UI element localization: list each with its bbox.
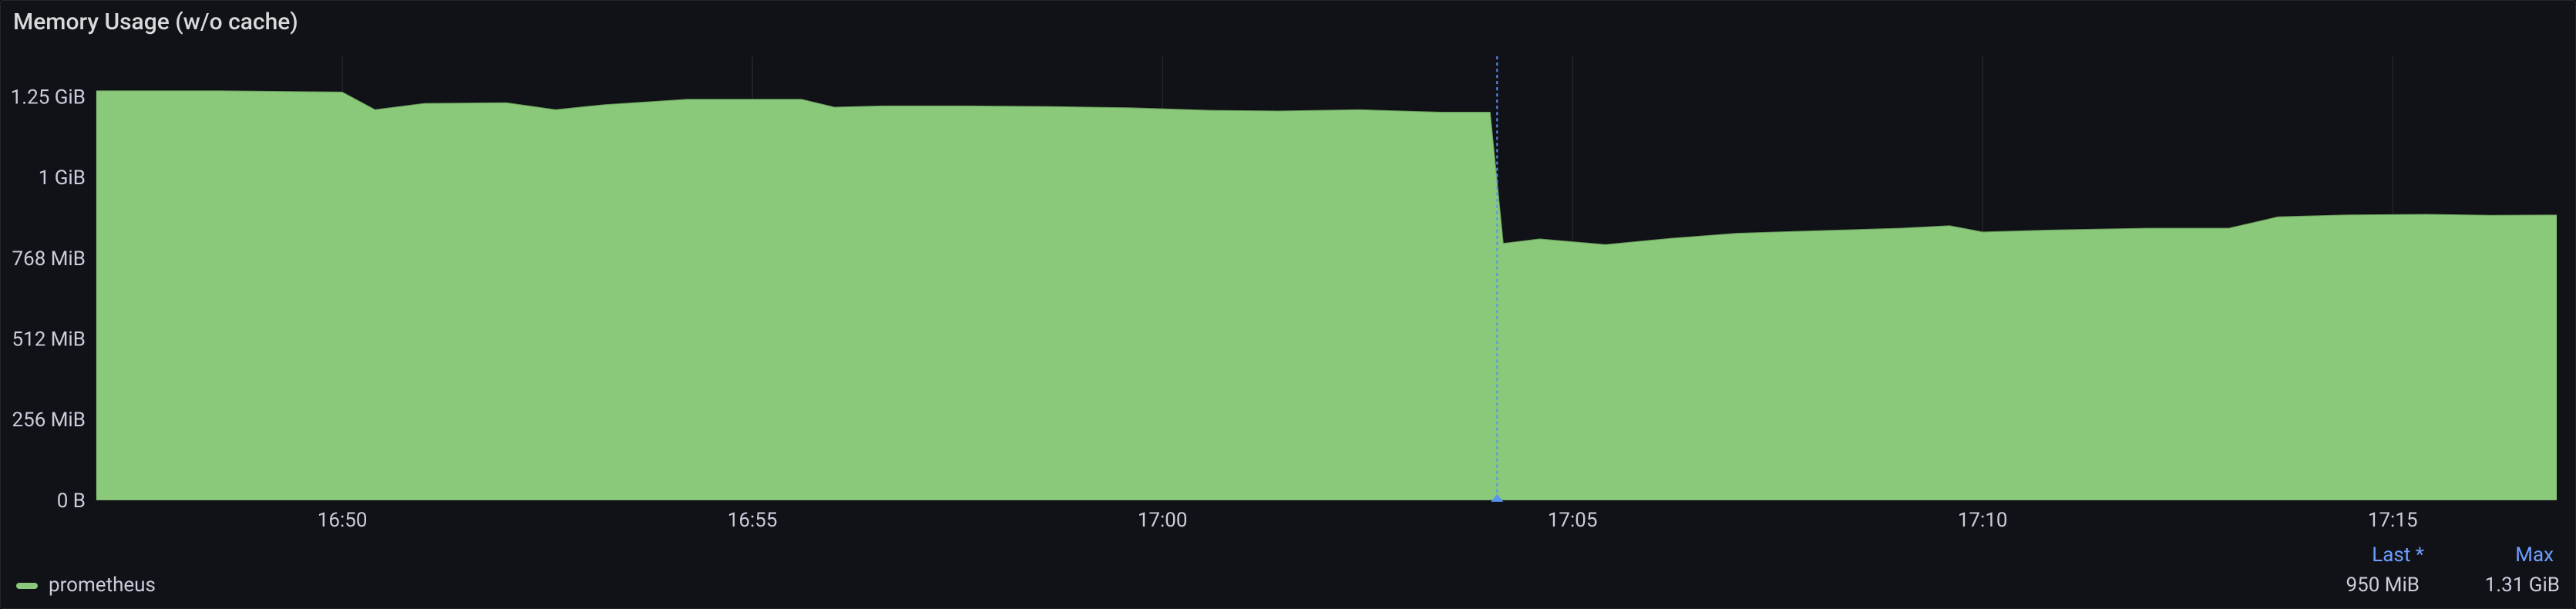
svg-text:1 GiB: 1 GiB <box>39 167 86 190</box>
legend: Last * Max prometheus 950 MiB 1.31 GiB <box>1 537 2575 608</box>
svg-text:768 MiB: 768 MiB <box>12 247 86 271</box>
legend-header-row: Last * Max <box>16 540 2560 570</box>
legend-last-value: 950 MiB <box>2312 570 2420 601</box>
svg-text:16:50: 16:50 <box>318 509 368 532</box>
legend-header-last[interactable]: Last * <box>2316 540 2424 570</box>
svg-text:17:05: 17:05 <box>1548 509 1598 532</box>
legend-max-value: 1.31 GiB <box>2452 570 2560 601</box>
memory-usage-panel: Memory Usage (w/o cache) 0 B 256 MiB 512 M… <box>0 0 2576 609</box>
svg-text:512 MiB: 512 MiB <box>12 328 86 351</box>
svg-text:16:55: 16:55 <box>728 509 778 532</box>
panel-title: Memory Usage (w/o cache) <box>1 1 2575 41</box>
area-chart[interactable]: 0 B 256 MiB 512 MiB 768 MiB 1 GiB 1.25 GiB 16:… <box>1 41 2575 537</box>
svg-text:1.25 GiB: 1.25 GiB <box>11 86 86 109</box>
chart-area[interactable]: 0 B 256 MiB 512 MiB 768 MiB 1 GiB 1.25 GiB 16:… <box>1 41 2575 537</box>
legend-header-max[interactable]: Max <box>2446 540 2554 570</box>
legend-swatch <box>16 583 38 589</box>
svg-text:256 MiB: 256 MiB <box>12 409 86 432</box>
svg-text:0 B: 0 B <box>57 490 86 513</box>
svg-text:17:15: 17:15 <box>2368 509 2418 532</box>
svg-text:17:00: 17:00 <box>1138 509 1188 532</box>
legend-row[interactable]: prometheus 950 MiB 1.31 GiB <box>16 570 2560 601</box>
svg-text:17:10: 17:10 <box>1958 509 2008 532</box>
legend-series-label: prometheus <box>49 570 156 601</box>
